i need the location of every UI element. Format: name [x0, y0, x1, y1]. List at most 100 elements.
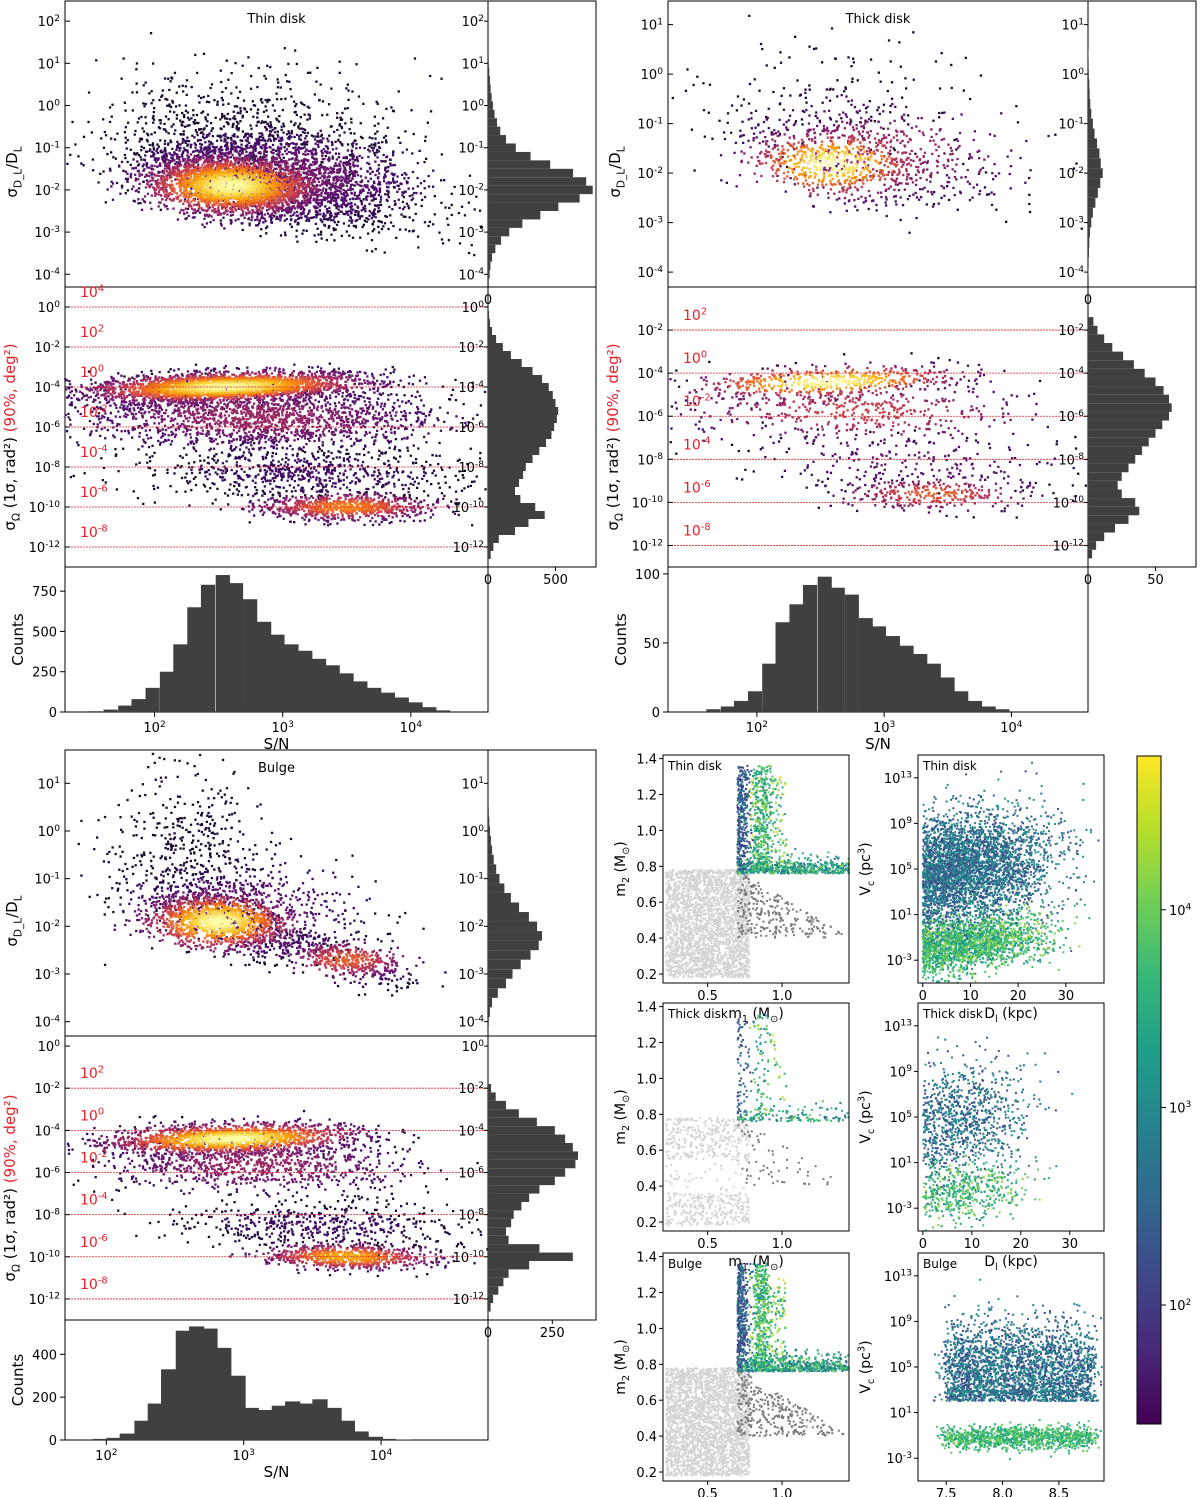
- scatter-point: [359, 175, 363, 178]
- scatter-point: [405, 148, 409, 151]
- scatter-point: [140, 115, 143, 119]
- scatter-point: [324, 168, 327, 171]
- scatter-point: [161, 198, 164, 201]
- scatter-point: [299, 166, 302, 169]
- scatter-point: [427, 224, 430, 228]
- scatter-point: [346, 143, 350, 146]
- scatter-point: [440, 201, 443, 204]
- scatter-point: [281, 167, 284, 170]
- scatter-point: [185, 217, 188, 220]
- scatter-point: [222, 125, 226, 128]
- scatter-point: [208, 147, 211, 151]
- scatter-point: [310, 182, 313, 185]
- scatter-point: [108, 120, 112, 124]
- scatter-point: [250, 162, 253, 165]
- scatter-point: [145, 161, 148, 165]
- scatter-point: [384, 214, 387, 218]
- scatter-point: [367, 232, 370, 235]
- scatter-point: [374, 132, 377, 135]
- scatter-point: [401, 173, 404, 176]
- scatter-point: [359, 189, 362, 192]
- scatter-point: [291, 141, 294, 145]
- scatter-point: [293, 111, 296, 114]
- scatter-point: [405, 202, 408, 205]
- scatter-point: [122, 57, 125, 60]
- scatter-point: [163, 77, 167, 80]
- scatter-point: [338, 189, 341, 193]
- scatter-point: [265, 209, 269, 212]
- scatter-point: [193, 150, 196, 153]
- scatter-point: [239, 107, 242, 110]
- scatter-point: [169, 141, 173, 144]
- scatter-point: [184, 104, 188, 107]
- scatter-point: [294, 159, 297, 162]
- scatter-point: [356, 157, 359, 160]
- scatter-point: [220, 96, 223, 100]
- scatter-point: [280, 128, 283, 131]
- scatter-point: [322, 218, 326, 221]
- scatter-point: [293, 124, 296, 127]
- scatter-point: [315, 201, 318, 204]
- scatter-point: [342, 212, 345, 216]
- scatter-point: [255, 124, 258, 127]
- scatter-point: [182, 159, 185, 162]
- scatter-point: [134, 179, 137, 182]
- scatter-point: [392, 180, 395, 184]
- scatter-point: [250, 192, 253, 196]
- scatter-point: [166, 174, 169, 177]
- scatter-point: [263, 158, 266, 161]
- scatter-point: [336, 178, 339, 181]
- scatter-point: [219, 160, 223, 163]
- scatter-point: [302, 171, 305, 174]
- scatter-point: [353, 194, 356, 197]
- scatter-point: [217, 207, 220, 210]
- scatter-point: [164, 150, 167, 153]
- scatter-point: [300, 200, 304, 203]
- scatter-point: [277, 185, 280, 188]
- scatter-point: [453, 185, 456, 189]
- scatter-point: [312, 216, 316, 219]
- scatter-point: [351, 197, 354, 200]
- scatter-point: [263, 180, 266, 184]
- scatter-point: [276, 78, 279, 81]
- scatter-point: [278, 161, 281, 164]
- scatter-point: [286, 208, 289, 211]
- scatter-point: [201, 131, 204, 134]
- scatter-point: [221, 156, 224, 159]
- scatter-point: [316, 194, 319, 198]
- scatter-point: [275, 117, 278, 120]
- scatter-point: [339, 210, 342, 213]
- scatter-point: [338, 60, 341, 63]
- scatter-point: [331, 148, 335, 151]
- scatter-point: [364, 207, 367, 210]
- scatter-point: [125, 147, 128, 150]
- scatter-point: [254, 165, 257, 168]
- scatter-point: [260, 181, 263, 184]
- scatter-point: [243, 171, 246, 175]
- scatter-point: [336, 116, 339, 119]
- scatter-point: [179, 199, 183, 202]
- scatter-point: [188, 159, 191, 162]
- scatter-point: [295, 153, 298, 157]
- scatter-point: [296, 202, 299, 205]
- scatter-point: [254, 176, 257, 180]
- scatter-point: [264, 126, 267, 129]
- scatter-point: [124, 126, 127, 129]
- scatter-point: [354, 210, 357, 214]
- scatter-point: [145, 150, 149, 153]
- scatter-point: [311, 156, 314, 159]
- scatter-point: [258, 157, 262, 160]
- scatter-point: [295, 155, 299, 159]
- scatter-point: [384, 160, 387, 163]
- scatter-point: [203, 137, 206, 140]
- scatter-point: [189, 173, 192, 176]
- scatter-point: [230, 195, 234, 198]
- scatter-point: [227, 123, 230, 126]
- scatter-point: [347, 224, 351, 227]
- scatter-point: [156, 151, 159, 154]
- scatter-point: [156, 174, 159, 177]
- scatter-point: [145, 174, 149, 177]
- scatter-point: [248, 224, 251, 227]
- scatter-point: [275, 171, 278, 174]
- scatter-point: [209, 141, 213, 144]
